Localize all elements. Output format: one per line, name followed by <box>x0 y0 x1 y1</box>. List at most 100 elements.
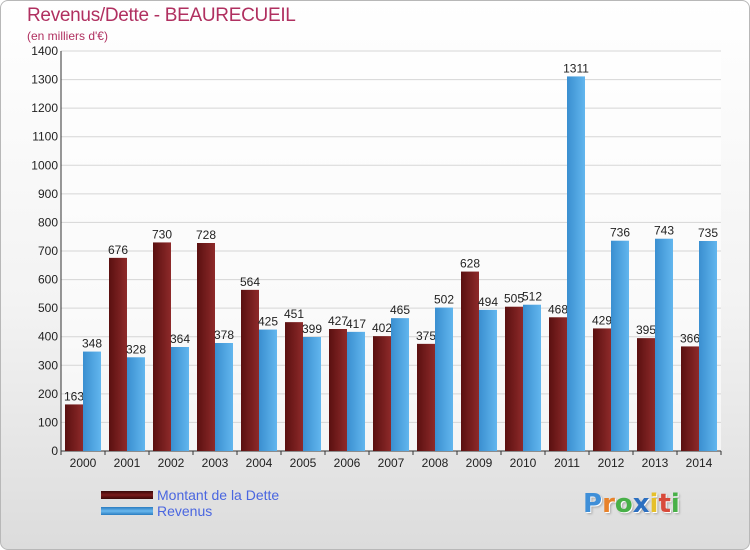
bar-dette <box>461 271 479 451</box>
data-label-revenus: 512 <box>522 290 542 304</box>
y-tick-label: 1300 <box>31 73 58 87</box>
bar-revenus <box>523 304 541 451</box>
data-label-revenus: 399 <box>302 322 322 336</box>
x-tick-label: 2007 <box>378 456 405 470</box>
y-tick-label: 400 <box>38 330 58 344</box>
data-label-revenus: 348 <box>82 337 102 351</box>
y-tick-label: 0 <box>51 444 58 458</box>
bar-dette <box>109 257 127 451</box>
bar-revenus <box>435 307 453 451</box>
bar-dette <box>329 329 347 451</box>
x-tick-label: 2006 <box>334 456 361 470</box>
data-label-dette: 163 <box>64 389 84 403</box>
data-label-dette: 564 <box>240 275 260 289</box>
logo-letter: r <box>602 489 615 519</box>
bar-dette <box>285 322 303 451</box>
bar-revenus <box>567 76 585 451</box>
x-tick-label: 2009 <box>466 456 493 470</box>
x-tick-label: 2014 <box>686 456 713 470</box>
bar-revenus <box>699 241 717 451</box>
data-label-dette: 375 <box>416 329 436 343</box>
x-tick-label: 2010 <box>510 456 537 470</box>
data-label-revenus: 1311 <box>563 61 589 75</box>
bar-dette <box>637 338 655 451</box>
bar-dette <box>417 343 435 451</box>
y-tick-label: 1100 <box>32 130 58 144</box>
x-tick-label: 2012 <box>598 456 625 470</box>
data-label-revenus: 743 <box>654 224 674 238</box>
legend-swatch-dette <box>101 491 153 499</box>
bar-dette <box>505 306 523 451</box>
bar-dette <box>241 289 259 451</box>
bar-revenus <box>479 309 497 451</box>
logo-letter: i <box>649 489 659 519</box>
bar-dette <box>197 243 215 451</box>
bar-revenus <box>171 347 189 451</box>
bar-dette <box>153 242 171 451</box>
data-label-dette: 429 <box>592 313 612 327</box>
data-label-dette: 676 <box>108 243 128 257</box>
legend-label-revenus: Revenus <box>157 503 213 519</box>
proxiti-logo: Proxiti <box>583 489 680 519</box>
y-tick-label: 300 <box>38 358 58 372</box>
x-tick-label: 2008 <box>422 456 449 470</box>
y-tick-label: 500 <box>38 301 58 315</box>
chart-subtitle: (en milliers d'€) <box>27 29 108 43</box>
y-tick-label: 900 <box>38 187 58 201</box>
bar-revenus <box>127 357 145 451</box>
bar-revenus <box>259 329 277 451</box>
bar-dette <box>593 328 611 451</box>
data-label-dette: 395 <box>636 323 656 337</box>
logo-letter: o <box>614 489 633 519</box>
chart-title: Revenus/Dette - BEAURECUEIL <box>27 5 296 26</box>
data-label-dette: 427 <box>328 314 348 328</box>
data-label-dette: 468 <box>548 302 568 316</box>
legend-swatch-revenus <box>101 507 153 515</box>
x-tick-label: 2003 <box>202 456 229 470</box>
data-label-dette: 402 <box>372 321 392 335</box>
bar-dette <box>65 404 83 451</box>
data-label-dette: 728 <box>196 228 216 242</box>
bar-revenus <box>215 343 233 451</box>
x-tick-label: 2004 <box>246 456 273 470</box>
x-tick-label: 2011 <box>554 456 580 470</box>
legend-label-dette: Montant de la Dette <box>157 487 280 503</box>
data-label-revenus: 735 <box>698 226 718 240</box>
x-tick-label: 2002 <box>158 456 185 470</box>
y-tick-label: 200 <box>38 387 58 401</box>
data-label-revenus: 364 <box>170 332 190 346</box>
bar-dette <box>681 346 699 451</box>
y-tick-label: 600 <box>38 273 58 287</box>
y-tick-label: 1400 <box>31 44 58 58</box>
y-tick-label: 800 <box>38 215 58 229</box>
y-tick-label: 700 <box>38 244 58 258</box>
logo-letter: x <box>632 489 650 519</box>
bar-revenus <box>611 240 629 451</box>
data-label-revenus: 494 <box>478 295 498 309</box>
y-tick-label: 1200 <box>31 101 58 115</box>
x-tick-label: 2000 <box>70 456 97 470</box>
data-label-revenus: 425 <box>258 315 278 329</box>
data-label-dette: 505 <box>504 292 524 306</box>
data-label-revenus: 417 <box>346 317 366 331</box>
data-label-dette: 730 <box>152 227 172 241</box>
logo-letter: i <box>670 489 680 519</box>
x-tick-label: 2001 <box>114 456 141 470</box>
bar-revenus <box>83 351 101 451</box>
bar-dette <box>373 336 391 451</box>
bar-revenus <box>391 318 409 451</box>
data-label-dette: 451 <box>284 307 304 321</box>
data-label-revenus: 502 <box>434 293 454 307</box>
y-tick-label: 1000 <box>31 158 58 172</box>
bar-dette <box>549 317 567 451</box>
x-tick-label: 2005 <box>290 456 317 470</box>
data-label-revenus: 465 <box>390 303 410 317</box>
data-label-revenus: 378 <box>214 328 234 342</box>
x-tick-label: 2013 <box>642 456 669 470</box>
logo-letter: P <box>583 489 603 519</box>
data-label-dette: 628 <box>460 257 480 271</box>
data-label-revenus: 736 <box>610 226 630 240</box>
bar-revenus <box>303 337 321 451</box>
